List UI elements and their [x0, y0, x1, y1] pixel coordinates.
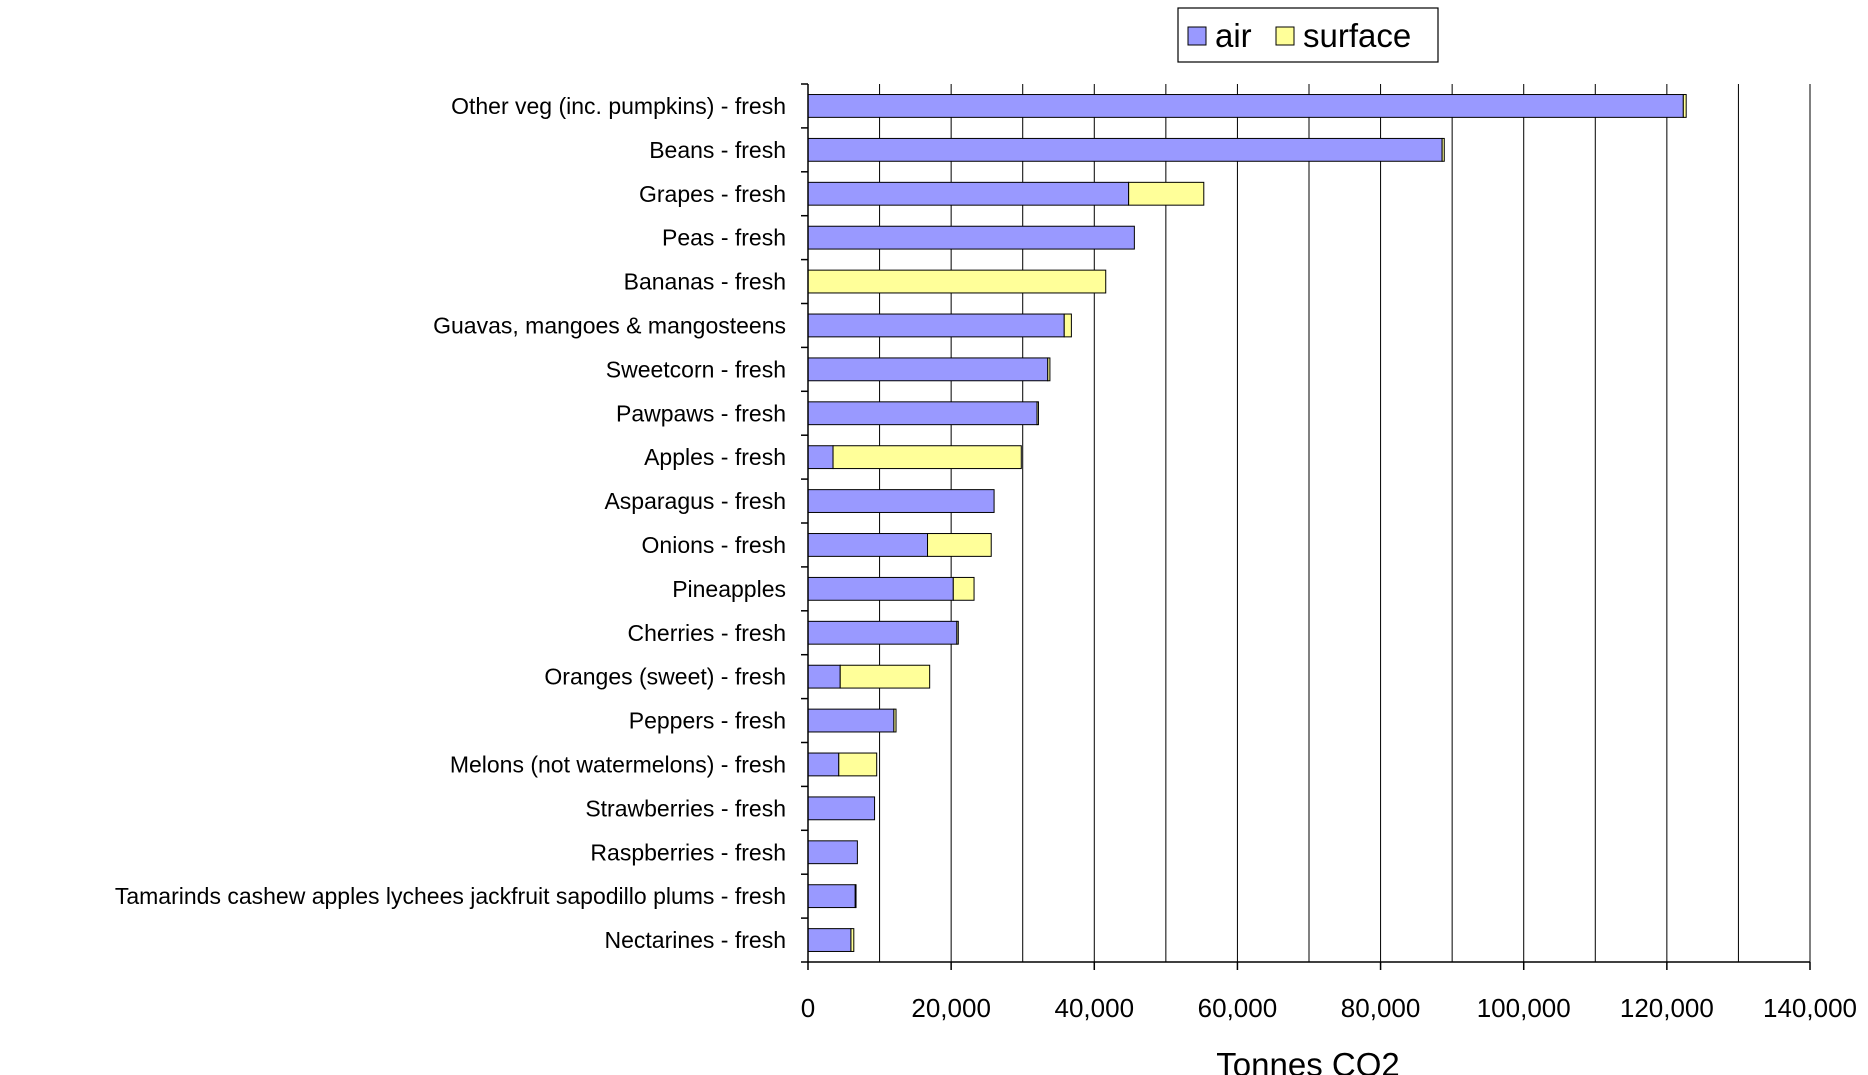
- bar-air: [807, 796, 876, 821]
- bar-air: [807, 884, 856, 909]
- x-tick-label: 20,000: [911, 993, 991, 1023]
- category-label: Strawberries - fresh: [585, 795, 786, 821]
- bar-air: [807, 357, 1049, 382]
- legend-swatch-surface: [1275, 26, 1295, 46]
- bar-air: [807, 533, 929, 557]
- category-label: Peppers - fresh: [629, 708, 786, 734]
- category-label: Guavas, mangoes & mangosteens: [433, 312, 786, 338]
- category-label: Oranges (sweet) - fresh: [544, 664, 786, 690]
- bar-air: [807, 576, 954, 601]
- bar-air: [807, 445, 834, 470]
- bar-air: [807, 137, 1443, 162]
- x-tick-label: 100,000: [1477, 993, 1571, 1023]
- bar-surface: [1063, 313, 1072, 338]
- bar-surface: [927, 533, 992, 557]
- x-tick-labels: 0 20,000 40,000 60,000 80,000 100,000 120,000 1…: [801, 962, 1857, 1023]
- bar-surface: [838, 752, 878, 777]
- bar-air: [807, 752, 840, 777]
- bar-air: [807, 708, 895, 733]
- category-label: Peas - fresh: [662, 225, 786, 251]
- x-tick-label: 120,000: [1620, 993, 1714, 1023]
- bar-surface: [854, 884, 857, 909]
- bar-air: [807, 840, 858, 865]
- category-label: Cherries - fresh: [628, 620, 786, 646]
- category-label: Pawpaws - fresh: [616, 400, 786, 426]
- legend-box: [1177, 7, 1439, 63]
- legend-swatch-air: [1187, 26, 1207, 46]
- category-label: Raspberries - fresh: [590, 839, 786, 865]
- bar-surface: [1036, 401, 1039, 426]
- bar-surface: [952, 576, 975, 601]
- bars: [807, 94, 1687, 952]
- category-label: Apples - fresh: [644, 444, 786, 470]
- bar-surface: [893, 708, 897, 733]
- bar-air: [807, 620, 958, 645]
- bar-air: [807, 664, 841, 689]
- bar-surface: [956, 620, 959, 645]
- bar-air: [807, 94, 1684, 118]
- x-tick-label: 80,000: [1341, 993, 1421, 1023]
- x-tick-label: 0: [801, 993, 815, 1023]
- category-label: Beans - fresh: [649, 137, 786, 163]
- bar-surface: [839, 664, 931, 689]
- legend: air surface: [1177, 7, 1439, 63]
- bar-surface: [807, 269, 1107, 294]
- x-tick-label: 60,000: [1198, 993, 1278, 1023]
- bar-air: [807, 313, 1065, 338]
- category-label: Tamarinds cashew apples lychees jackfrui…: [115, 883, 786, 909]
- category-label: Sweetcorn - fresh: [606, 356, 786, 382]
- bar-air: [807, 225, 1135, 250]
- bar-surface: [1047, 357, 1051, 382]
- category-label: Melons (not watermelons) - fresh: [450, 751, 786, 777]
- bar-surface: [850, 928, 855, 952]
- category-label: Onions - fresh: [642, 532, 786, 558]
- category-label: Other veg (inc. pumpkins) - fresh: [451, 93, 786, 119]
- category-label: Grapes - fresh: [639, 181, 786, 207]
- legend-label-air: air: [1215, 17, 1252, 54]
- bar-surface: [1441, 137, 1445, 162]
- bar-air: [807, 181, 1130, 206]
- bar-air: [807, 401, 1038, 426]
- category-label: Pineapples: [672, 576, 786, 602]
- bar-surface: [1128, 181, 1205, 206]
- x-tick-label: 40,000: [1055, 993, 1135, 1023]
- legend-label-surface: surface: [1303, 17, 1411, 54]
- bar-air: [807, 489, 995, 513]
- x-tick-label: 140,000: [1763, 993, 1857, 1023]
- category-label: Asparagus - fresh: [604, 488, 786, 514]
- bar-surface: [832, 445, 1022, 470]
- gridlines: [879, 84, 1811, 962]
- category-label: Bananas - fresh: [624, 269, 786, 295]
- category-label: Nectarines - fresh: [604, 927, 786, 953]
- category-labels: Other veg (inc. pumpkins) - fresh Beans -…: [115, 83, 808, 963]
- bar-air: [807, 928, 852, 952]
- bar-surface: [1682, 94, 1687, 118]
- x-axis-title: Tonnes CO2: [1216, 1046, 1399, 1075]
